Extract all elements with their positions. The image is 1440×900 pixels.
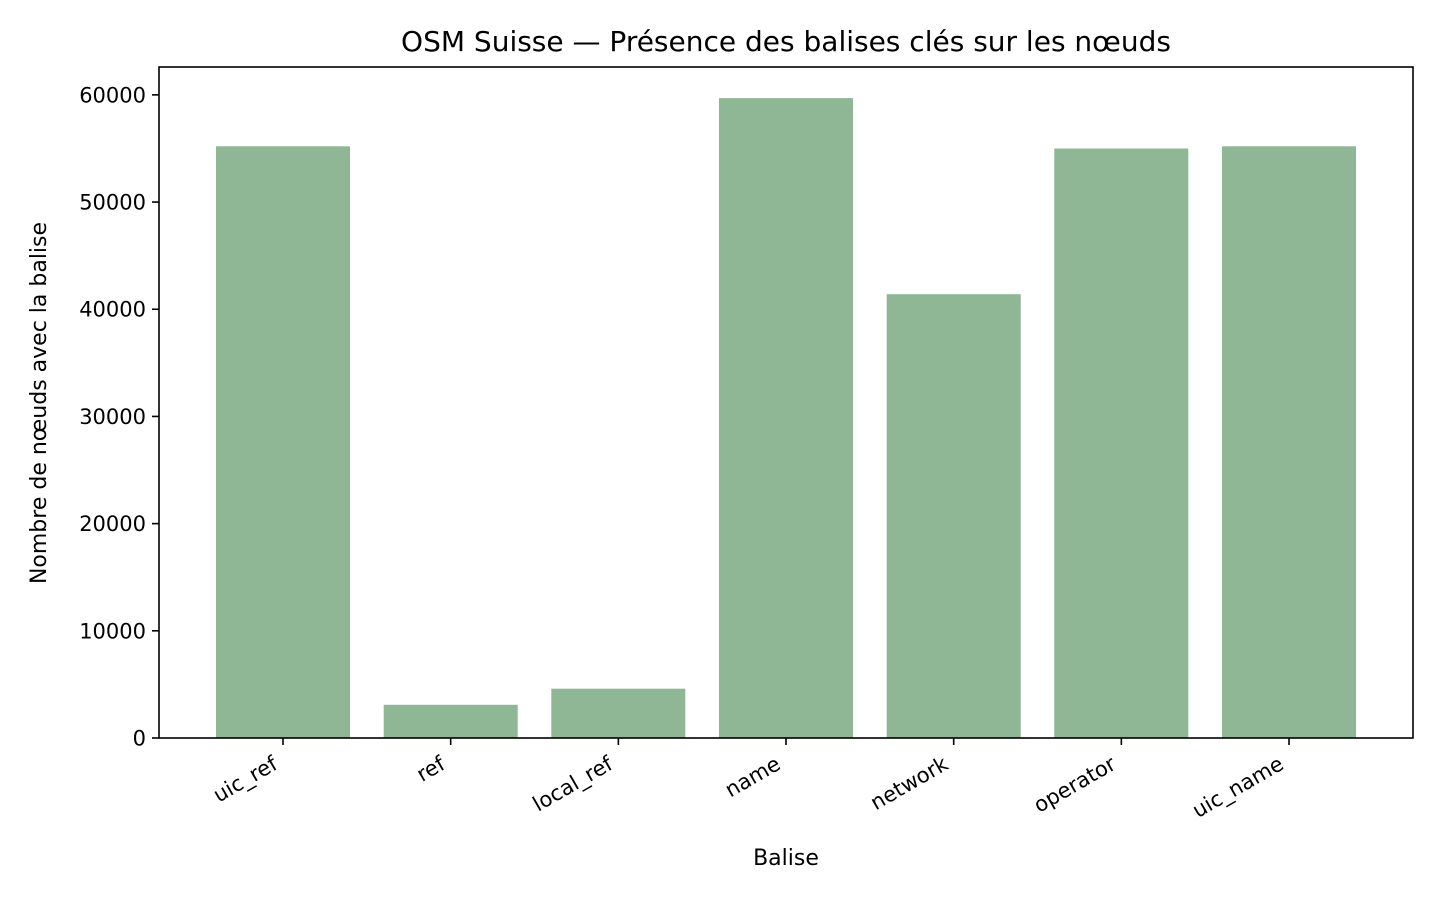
bar-operator xyxy=(1054,148,1189,738)
bar-uic-name xyxy=(1222,146,1356,739)
bar-ref xyxy=(383,704,518,738)
bar-local-ref xyxy=(551,688,686,738)
bar-network xyxy=(886,294,1021,738)
y-tick-label: 10000 xyxy=(79,619,146,643)
x-axis-label: Balise xyxy=(753,846,819,871)
y-tick-label: 60000 xyxy=(79,83,146,107)
y-tick-label: 30000 xyxy=(79,405,146,429)
x-tick-label: operator xyxy=(1030,751,1121,817)
bar-uic-ref xyxy=(216,146,350,739)
plot-area-frame xyxy=(158,66,1414,739)
bars xyxy=(216,98,1356,739)
chart-title: OSM Suisse — Présence des balises clés s… xyxy=(401,25,1171,58)
bar-name xyxy=(719,98,853,739)
x-tick-label: name xyxy=(721,752,785,803)
y-axis-label: Nombre de nœuds avec la balise xyxy=(27,222,52,584)
x-tick-label: local_ref xyxy=(529,751,618,817)
y-tick-label: 20000 xyxy=(79,512,146,536)
y-tick-label: 50000 xyxy=(79,191,146,215)
y-tick-label: 40000 xyxy=(79,298,146,322)
x-tick-label: uic_ref xyxy=(209,751,282,808)
x-tick-label: network xyxy=(866,751,953,815)
x-tick-label: uic_name xyxy=(1188,752,1288,824)
y-tick-label: 0 xyxy=(133,727,146,751)
x-tick-label: ref xyxy=(412,751,449,786)
